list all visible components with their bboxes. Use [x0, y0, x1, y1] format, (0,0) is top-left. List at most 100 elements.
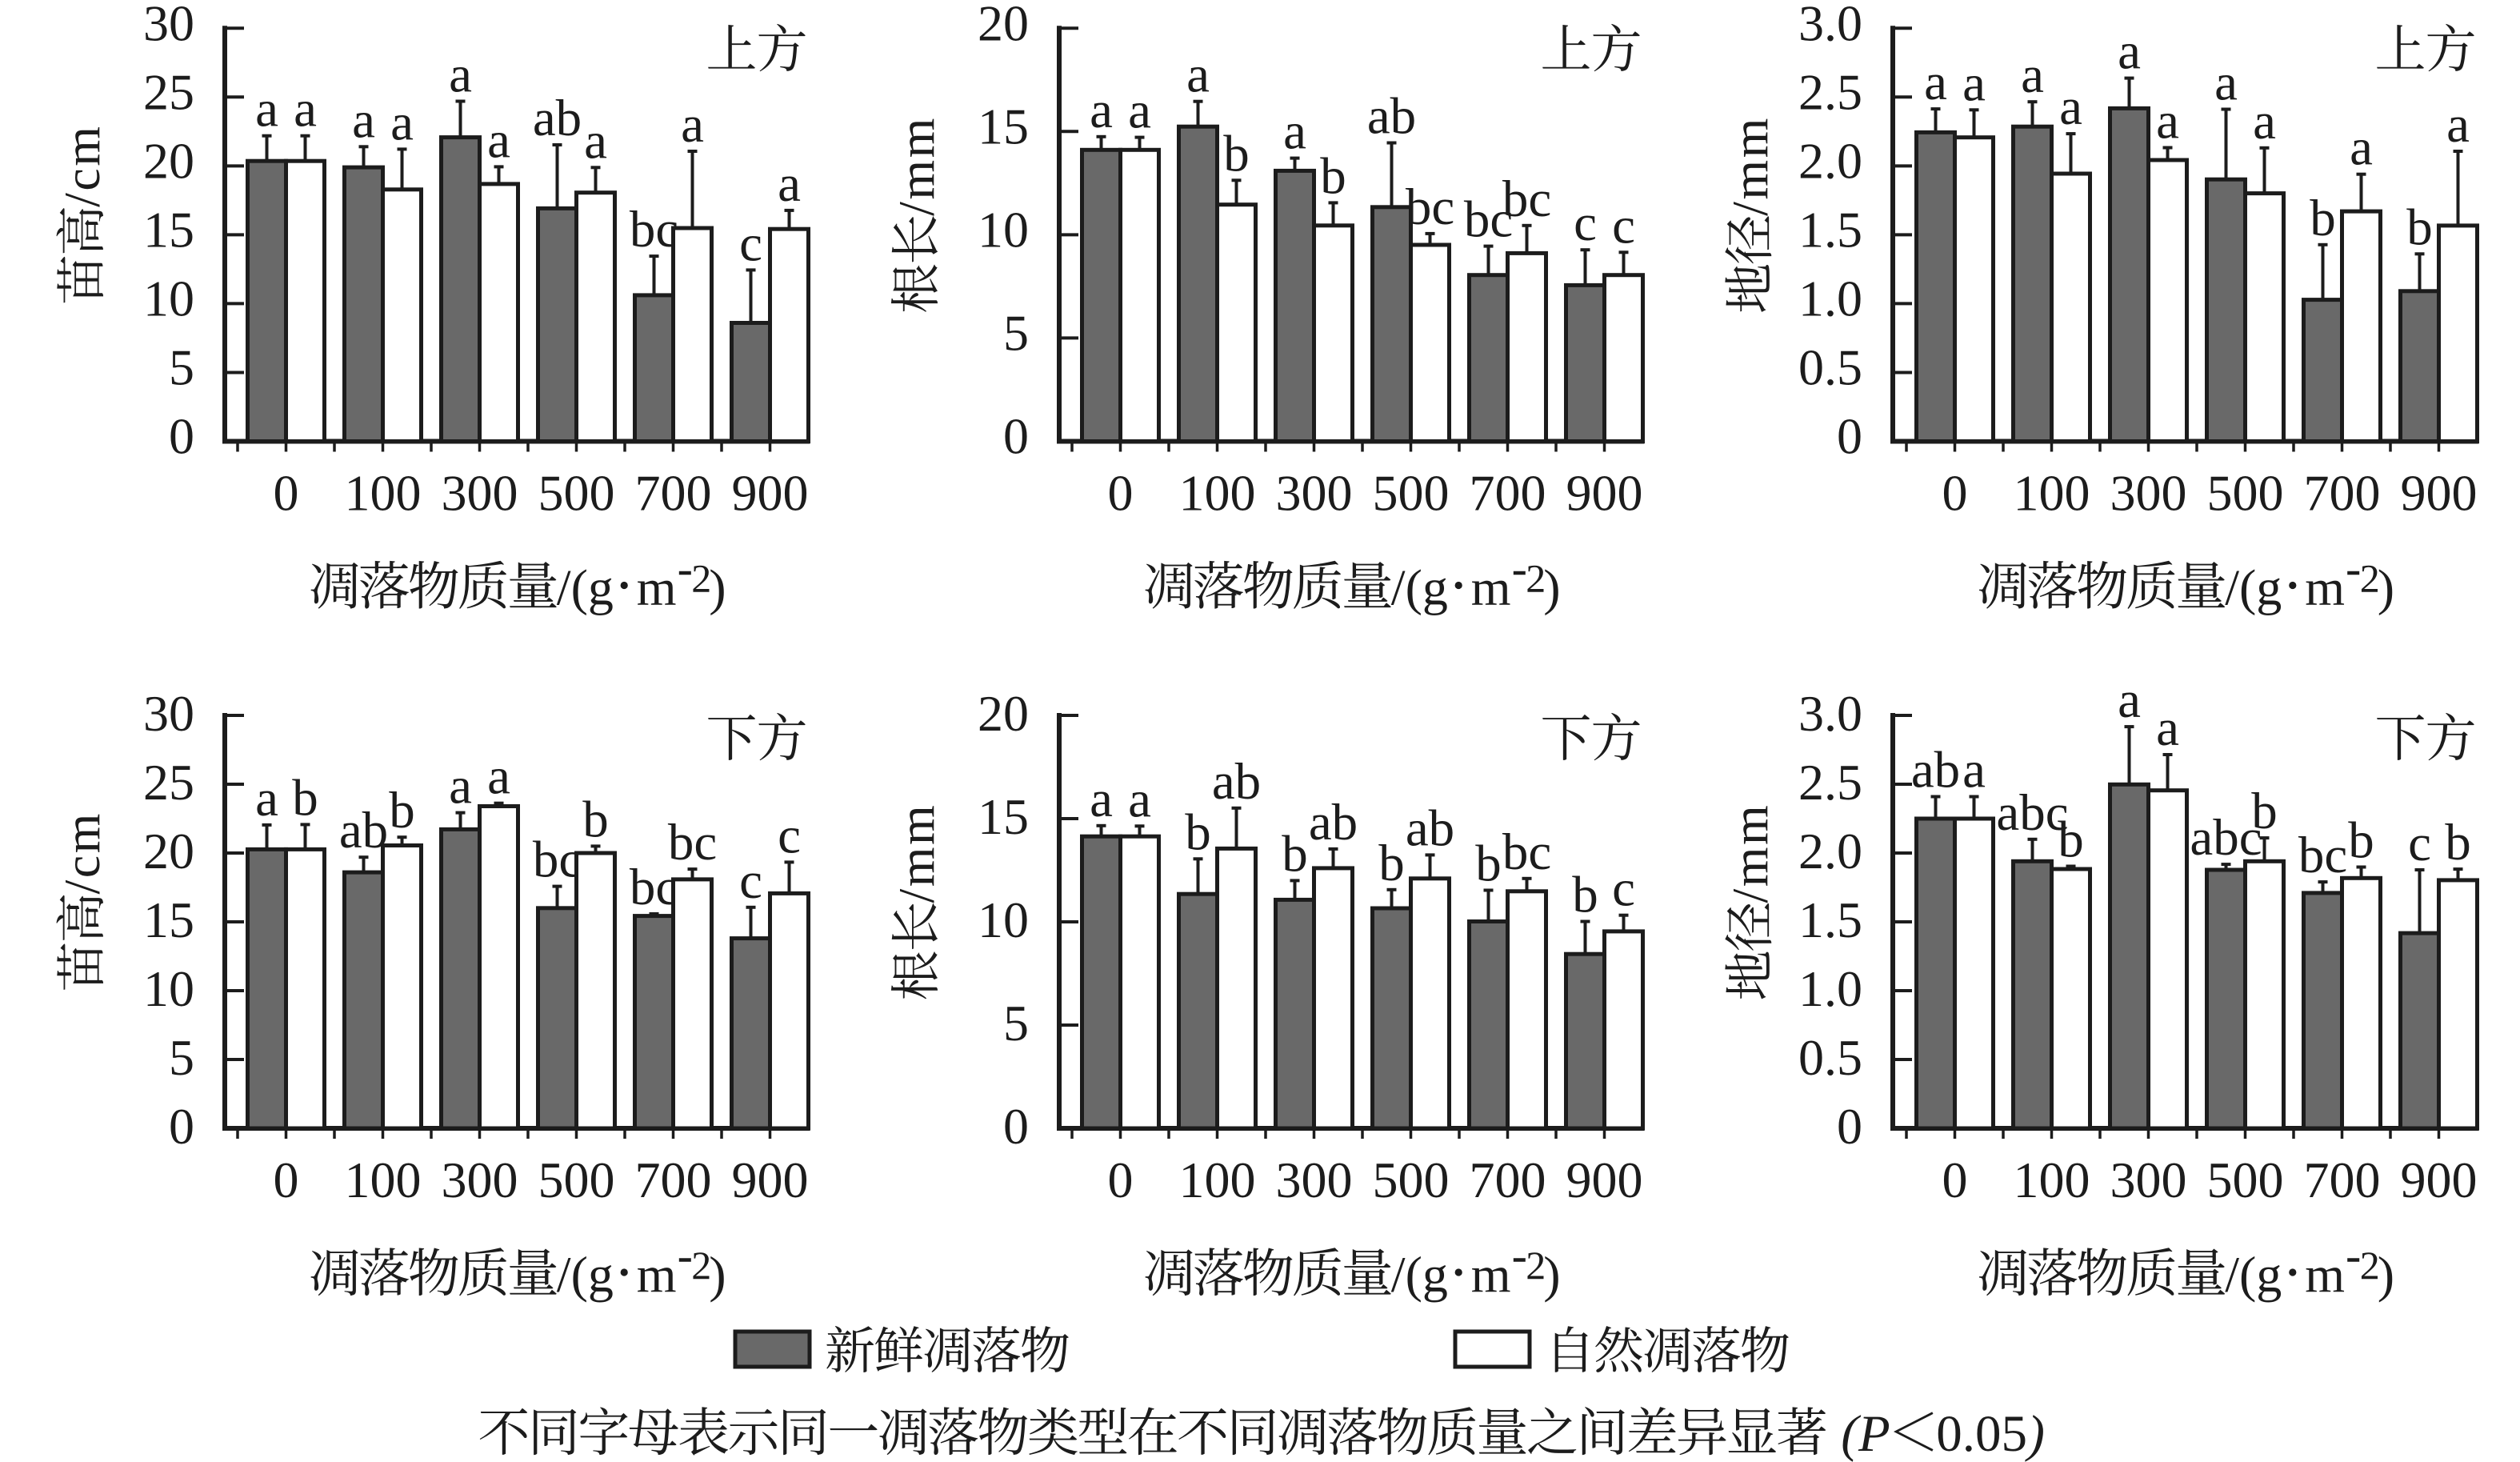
svg-text:a: a [1924, 54, 1947, 111]
svg-text:30: 30 [143, 0, 194, 51]
svg-text:c: c [739, 214, 762, 272]
svg-text:c: c [739, 852, 762, 910]
svg-text:a: a [294, 81, 317, 138]
svg-text:b: b [2445, 814, 2471, 871]
svg-text:0: 0 [169, 1098, 194, 1155]
svg-text:a: a [1283, 103, 1306, 161]
svg-text:100: 100 [345, 1152, 422, 1208]
svg-text:300: 300 [2110, 1152, 2187, 1208]
svg-text:bc: bc [2298, 827, 2347, 884]
svg-text:b: b [1223, 125, 1250, 182]
svg-text:300: 300 [1276, 465, 1353, 522]
svg-text:b: b [2348, 812, 2374, 870]
svg-text:0.5: 0.5 [1798, 1029, 1862, 1086]
svg-text:a: a [2118, 23, 2141, 81]
svg-text:b: b [2058, 811, 2084, 869]
svg-text:1.0: 1.0 [1798, 960, 1862, 1017]
svg-text:a: a [1128, 771, 1151, 828]
svg-text:100: 100 [2014, 1152, 2090, 1208]
svg-text:a: a [1962, 54, 1986, 112]
svg-text:0: 0 [169, 408, 194, 465]
svg-text:a: a [255, 81, 278, 138]
svg-text:b: b [2251, 783, 2278, 840]
svg-text:0: 0 [274, 1152, 299, 1208]
svg-text:/(g: /(g [2225, 1246, 2282, 1303]
svg-text:ab: ab [339, 802, 388, 859]
svg-text:a: a [1090, 771, 1113, 828]
svg-text:300: 300 [442, 465, 518, 522]
svg-text:m: m [2305, 1246, 2345, 1303]
svg-text:bc: bc [533, 831, 582, 889]
svg-text:500: 500 [2207, 465, 2284, 522]
svg-text:10: 10 [143, 960, 194, 1017]
svg-text:b: b [1475, 835, 1502, 893]
svg-text:ab: ab [1309, 794, 1358, 851]
svg-text:a: a [1186, 46, 1210, 104]
svg-text:c: c [1612, 197, 1635, 254]
svg-text:2: 2 [691, 1243, 711, 1288]
svg-text:): ) [709, 1246, 726, 1303]
svg-text:300: 300 [1276, 1152, 1353, 1208]
svg-text:a: a [584, 112, 607, 170]
svg-text:500: 500 [2207, 1152, 2284, 1208]
svg-text:10: 10 [143, 270, 194, 326]
svg-text:/mm: /mm [888, 116, 945, 216]
svg-text:a: a [2350, 119, 2373, 177]
svg-text:): ) [2024, 1405, 2045, 1462]
svg-text:b: b [1185, 803, 1211, 861]
svg-text:m: m [637, 1246, 677, 1303]
svg-text:0: 0 [1942, 465, 1968, 522]
svg-text:a: a [2021, 46, 2044, 104]
svg-text:20: 20 [143, 132, 194, 189]
svg-text:a: a [1962, 742, 1986, 799]
svg-text:a: a [2446, 96, 2470, 154]
svg-text:15: 15 [978, 788, 1029, 845]
svg-text:900: 900 [1566, 465, 1643, 522]
svg-text:2: 2 [2360, 1243, 2380, 1288]
svg-text:10: 10 [978, 201, 1029, 258]
svg-text:ab: ab [1911, 742, 1960, 799]
svg-text:/(g: /(g [2225, 559, 2282, 616]
svg-text:ab: ab [1406, 799, 1454, 857]
svg-text:/mm: /mm [888, 803, 945, 903]
svg-text:abc: abc [1996, 784, 2068, 842]
svg-text:2: 2 [2360, 556, 2380, 601]
svg-text:a: a [487, 111, 510, 169]
svg-text:700: 700 [1470, 465, 1546, 522]
svg-text:100: 100 [2014, 465, 2090, 522]
svg-text:b: b [2406, 198, 2433, 256]
svg-text:15: 15 [143, 201, 194, 258]
svg-text:5: 5 [169, 339, 194, 396]
svg-text:10: 10 [978, 891, 1029, 948]
svg-text:abc: abc [2190, 809, 2262, 867]
svg-text:): ) [1543, 1246, 1560, 1303]
svg-text:): ) [1543, 559, 1560, 616]
svg-text:a: a [1090, 82, 1113, 139]
svg-text:15: 15 [143, 891, 194, 948]
svg-text:500: 500 [1373, 1152, 1450, 1208]
svg-text:0: 0 [1108, 1152, 1134, 1208]
svg-text:b: b [1282, 825, 1308, 883]
svg-text:1.0: 1.0 [1798, 270, 1862, 326]
svg-text:2.0: 2.0 [1798, 132, 1862, 189]
svg-text:ab: ab [1212, 753, 1261, 811]
svg-text:a: a [390, 94, 414, 151]
svg-text:900: 900 [1566, 1152, 1643, 1208]
svg-text:5: 5 [1003, 995, 1029, 1051]
svg-text:bc: bc [668, 814, 717, 871]
svg-text:2.0: 2.0 [1798, 823, 1862, 879]
svg-text:/cm: /cm [54, 811, 110, 894]
svg-text:a: a [2156, 699, 2179, 757]
svg-text:25: 25 [143, 63, 194, 120]
svg-text:c: c [778, 807, 801, 864]
svg-text:c: c [1612, 860, 1635, 918]
svg-text:a: a [2156, 93, 2179, 150]
svg-text:100: 100 [1179, 465, 1256, 522]
svg-text:): ) [709, 559, 726, 616]
svg-text:900: 900 [732, 465, 809, 522]
svg-text:0: 0 [1837, 408, 1862, 465]
svg-text:a: a [1128, 82, 1151, 140]
svg-text:900: 900 [2401, 1152, 2478, 1208]
svg-text:900: 900 [2401, 465, 2478, 522]
svg-text:5: 5 [1003, 304, 1029, 361]
